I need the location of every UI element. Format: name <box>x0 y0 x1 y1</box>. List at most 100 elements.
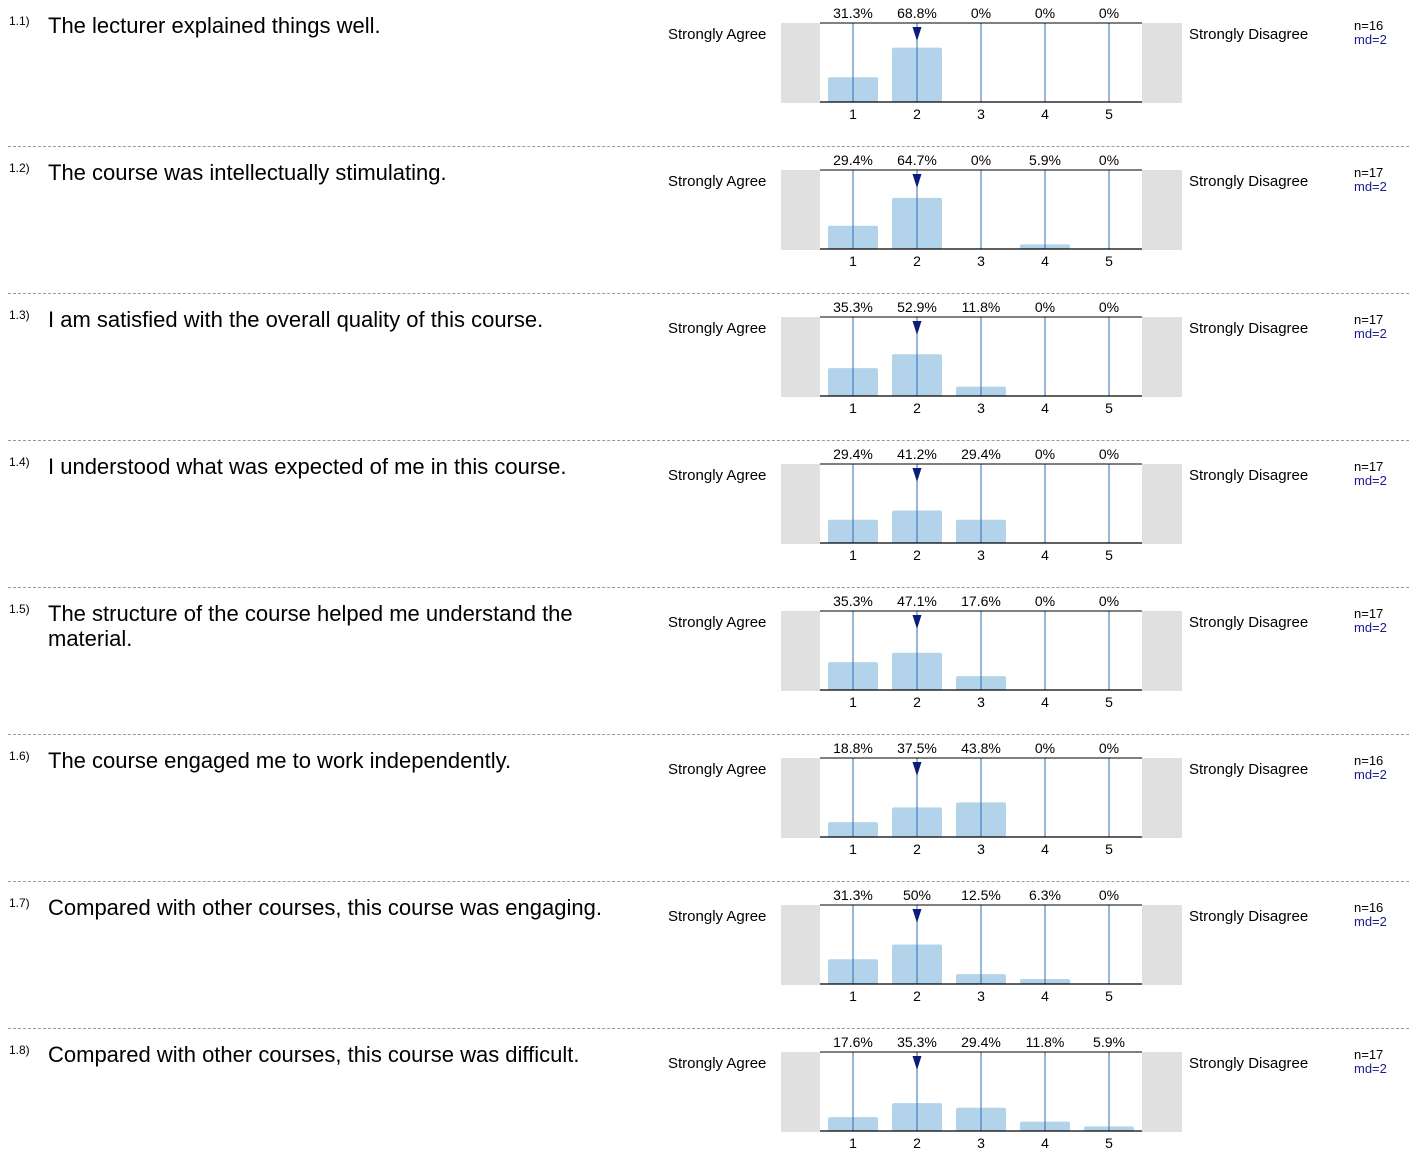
question-text: The lecturer explained things well. <box>48 13 381 38</box>
question-number: 1.2) <box>9 161 30 175</box>
row-divider <box>8 146 1409 147</box>
tick-label: 3 <box>977 694 985 710</box>
median-value: md=2 <box>1354 326 1387 341</box>
scale-left-label: Strongly Agree <box>668 467 767 484</box>
percent-label: 12.5% <box>961 887 1001 903</box>
response-count: n=16 <box>1354 753 1384 768</box>
percent-label: 47.1% <box>897 593 937 609</box>
distribution-chart: 31.3% 68.8% 0% 0% 0% 1 2 3 4 5 <box>820 5 1142 122</box>
tick-label: 1 <box>849 1135 857 1151</box>
scale-right-label: Strongly Disagree <box>1189 467 1309 484</box>
percent-label: 0% <box>1099 887 1119 903</box>
response-stats: n=16 md=2 <box>1354 754 1387 782</box>
scale-right-label: Strongly Disagree <box>1189 761 1309 778</box>
tick-label: 4 <box>1041 988 1049 1004</box>
tick-label: 4 <box>1041 547 1049 563</box>
tick-label: 2 <box>913 1135 921 1151</box>
tick-label: 1 <box>849 253 857 269</box>
question-number: 1.4) <box>9 455 30 469</box>
tick-label: 1 <box>849 988 857 1004</box>
percent-label: 5.9% <box>1093 1034 1125 1050</box>
percent-label: 29.4% <box>833 446 873 462</box>
tick-label: 5 <box>1105 841 1113 857</box>
distribution-chart: 17.6% 35.3% 29.4% 11.8% 5.9% 1 2 3 4 5 <box>820 1034 1142 1151</box>
tick-label: 2 <box>913 694 921 710</box>
question-row: 1.4) I understood what was expected of me… <box>0 441 1417 588</box>
scale-left-label: Strongly Agree <box>668 908 767 925</box>
percent-label: 50% <box>903 887 931 903</box>
scale-left-label: Strongly Agree <box>668 320 767 337</box>
percent-label: 31.3% <box>833 887 873 903</box>
scale-left-box <box>781 611 820 691</box>
median-marker <box>912 615 922 629</box>
percent-label: 31.3% <box>833 5 873 21</box>
response-count: n=16 <box>1354 900 1384 915</box>
question-row: 1.6) The course engaged me to work indepe… <box>0 735 1417 882</box>
tick-label: 1 <box>849 547 857 563</box>
percent-label: 29.4% <box>961 446 1001 462</box>
row-divider <box>8 1028 1409 1029</box>
percent-label: 0% <box>1035 740 1055 756</box>
percent-label: 41.2% <box>897 446 937 462</box>
tick-label: 5 <box>1105 694 1113 710</box>
question-text: The course was intellectually stimulatin… <box>48 160 447 185</box>
scale-right-label: Strongly Disagree <box>1189 614 1309 631</box>
scale-left-label: Strongly Agree <box>668 614 767 631</box>
tick-label: 5 <box>1105 1135 1113 1151</box>
percent-label: 0% <box>1099 446 1119 462</box>
question-number: 1.3) <box>9 308 30 322</box>
tick-label: 3 <box>977 841 985 857</box>
tick-label: 5 <box>1105 253 1113 269</box>
median-value: md=2 <box>1354 914 1387 929</box>
tick-label: 4 <box>1041 400 1049 416</box>
tick-label: 2 <box>913 547 921 563</box>
row-divider <box>8 293 1409 294</box>
tick-label: 1 <box>849 694 857 710</box>
response-count: n=17 <box>1354 165 1384 180</box>
tick-label: 3 <box>977 988 985 1004</box>
response-count: n=17 <box>1354 606 1384 621</box>
median-value: md=2 <box>1354 32 1387 47</box>
question-text: Compared with other courses, this course… <box>48 895 602 920</box>
distribution-chart: 31.3% 50% 12.5% 6.3% 0% 1 2 3 4 5 <box>820 887 1142 1004</box>
scale-left-box <box>781 23 820 103</box>
median-value: md=2 <box>1354 473 1387 488</box>
tick-label: 3 <box>977 1135 985 1151</box>
median-marker <box>912 27 922 41</box>
percent-label: 11.8% <box>1026 1034 1065 1050</box>
percent-label: 35.3% <box>897 1034 937 1050</box>
percent-label: 0% <box>1099 593 1119 609</box>
scale-left-label: Strongly Agree <box>668 761 767 778</box>
tick-label: 1 <box>849 106 857 122</box>
scale-right-box <box>1142 611 1182 691</box>
question-text: Compared with other courses, this course… <box>48 1042 580 1067</box>
question-text: I am satisfied with the overall quality … <box>48 307 544 332</box>
scale-right-box <box>1142 23 1182 103</box>
median-marker <box>912 1056 922 1070</box>
scale-right-label: Strongly Disagree <box>1189 26 1309 43</box>
row-divider <box>8 587 1409 588</box>
response-count: n=17 <box>1354 459 1384 474</box>
percent-label: 0% <box>1099 152 1119 168</box>
median-marker <box>912 909 922 923</box>
question-row: 1.8) Compared with other courses, this co… <box>0 1029 1417 1176</box>
percent-label: 52.9% <box>897 299 937 315</box>
scale-right-label: Strongly Disagree <box>1189 320 1309 337</box>
percent-label: 11.8% <box>962 299 1001 315</box>
question-row: 1.7) Compared with other courses, this co… <box>0 882 1417 1029</box>
response-count: n=16 <box>1354 18 1384 33</box>
percent-label: 43.8% <box>961 740 1001 756</box>
percent-label: 35.3% <box>833 299 873 315</box>
scale-left-box <box>781 905 820 985</box>
question-text: The course engaged me to work independen… <box>48 748 512 773</box>
percent-label: 0% <box>1099 5 1119 21</box>
response-stats: n=16 md=2 <box>1354 19 1387 47</box>
response-stats: n=16 md=2 <box>1354 901 1387 929</box>
tick-label: 2 <box>913 841 921 857</box>
median-value: md=2 <box>1354 179 1387 194</box>
question-row: 1.1) The lecturer explained things well. S… <box>0 0 1417 147</box>
response-stats: n=17 md=2 <box>1354 166 1387 194</box>
tick-label: 1 <box>849 841 857 857</box>
scale-right-box <box>1142 905 1182 985</box>
scale-left-box <box>781 317 820 397</box>
